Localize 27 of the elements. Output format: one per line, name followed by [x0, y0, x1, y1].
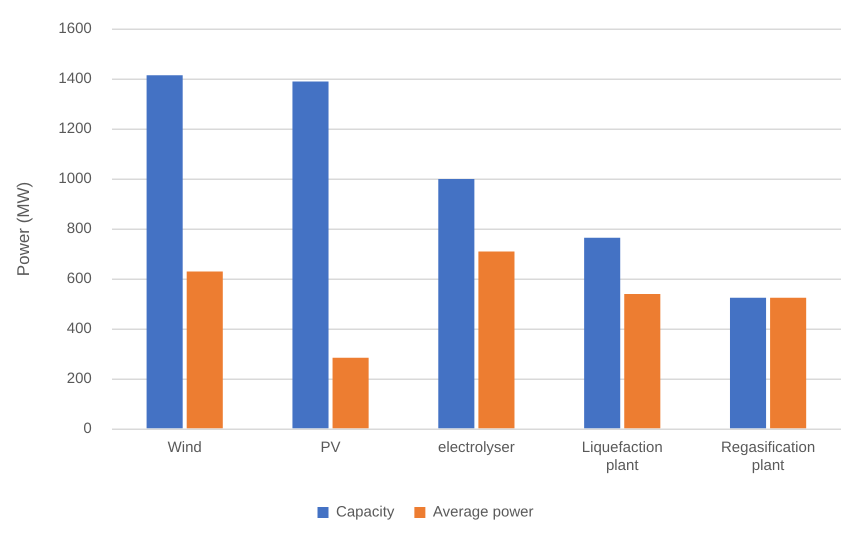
y-tick-label: 0 [83, 420, 92, 438]
x-tick-label: Liquefaction plant [582, 439, 663, 474]
bar [770, 298, 806, 428]
x-tick-label: Wind [168, 439, 202, 456]
y-tick-label: 1400 [58, 70, 92, 88]
y-tick-label: 200 [66, 370, 92, 388]
y-axis-title: Power (MW) [14, 182, 33, 276]
bar [332, 358, 369, 428]
legend-label: Average power [432, 504, 534, 521]
bar [438, 179, 474, 428]
y-tick-label: 800 [66, 220, 92, 238]
legend-label: Capacity [336, 504, 395, 521]
y-tick-label: 1000 [58, 170, 92, 188]
bar [292, 82, 329, 428]
bar [584, 238, 620, 428]
x-tick-label: Regasification plant [720, 439, 816, 474]
x-tick-label: electrolyser [438, 439, 515, 456]
x-tick-label: PV [320, 439, 341, 456]
bar [478, 252, 514, 428]
y-tick-label: 1200 [58, 120, 92, 138]
bar [730, 298, 766, 428]
y-tick-label: 1600 [58, 20, 92, 38]
y-tick-label: 400 [66, 320, 92, 338]
bar [146, 75, 183, 428]
bar [186, 272, 223, 428]
bar [624, 294, 660, 428]
y-tick-label: 600 [66, 270, 92, 288]
